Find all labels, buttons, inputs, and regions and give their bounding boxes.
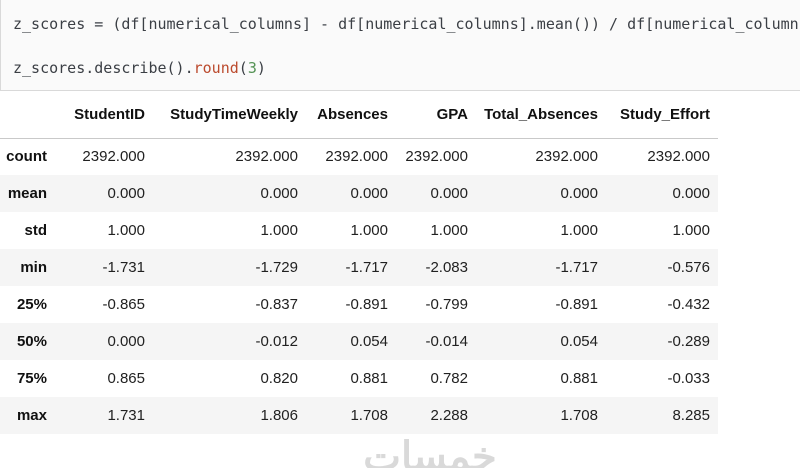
table-cell: -0.891 [345, 296, 388, 313]
table-cell: -2.083 [425, 259, 468, 276]
index-header [0, 92, 55, 139]
code-line: z_scores = (df[numerical_columns] - df[n… [1, 0, 800, 46]
table-cell: 0.000 [260, 185, 298, 202]
table-cell: -1.729 [255, 259, 298, 276]
table-cell: 0.000 [672, 185, 710, 202]
row-index: 75% [16, 370, 47, 387]
table-cell: 2392.000 [535, 148, 598, 166]
row-index: min [20, 259, 47, 276]
table-cell: -1.731 [102, 259, 145, 276]
table-cell: 2392.000 [405, 148, 468, 166]
table-cell: 2392.000 [325, 148, 388, 166]
table-cell: 0.782 [430, 370, 468, 387]
table-row: mean 0.000 0.000 0.000 0.000 0.000 0.000 [0, 175, 718, 212]
table-cell: 0.000 [560, 185, 598, 202]
table-cell: 0.820 [260, 370, 298, 387]
column-header: Total_Absences [476, 92, 606, 139]
table-cell: 0.881 [350, 370, 388, 387]
code-lines: z_scores = (df[numerical_columns] - df[n… [1, 0, 800, 90]
code-cell[interactable]: z_scores = (df[numerical_columns] - df[n… [0, 0, 800, 91]
table-cell: -0.432 [667, 296, 710, 313]
table-cell: 8.285 [672, 407, 710, 424]
code-token-default: z_scores = (df[numerical_columns] - df[n… [13, 15, 800, 33]
table-cell: -0.837 [255, 296, 298, 313]
table-row: 50% 0.000 -0.012 0.054 -0.014 0.054 -0.289 [0, 323, 718, 360]
table-cell: -0.891 [555, 296, 598, 313]
table-cell: 0.000 [107, 185, 145, 202]
table-cell: 2.288 [430, 407, 468, 424]
table-row: 75% 0.865 0.820 0.881 0.782 0.881 -0.033 [0, 360, 718, 397]
row-index: mean [7, 185, 47, 202]
column-header: Study_Effort [606, 92, 718, 139]
table-cell: 1.708 [350, 407, 388, 424]
table-cell: 2392.000 [235, 148, 298, 166]
row-index: count [6, 148, 47, 166]
table-cell: 2392.000 [82, 148, 145, 166]
table-cell: 1.000 [260, 222, 298, 239]
table-header-row: StudentID StudyTimeWeekly Absences GPA Total… [0, 92, 718, 139]
table-cell: 1.731 [107, 407, 145, 424]
table-cell: -0.014 [425, 333, 468, 350]
table-cell: -0.865 [102, 296, 145, 313]
table-cell: 0.865 [107, 370, 145, 387]
table-cell: -1.717 [555, 259, 598, 276]
row-index: max [16, 407, 47, 424]
table-cell: 0.054 [560, 333, 598, 350]
table-cell: 1.806 [260, 407, 298, 424]
table-cell: 0.000 [430, 185, 468, 202]
row-index: 50% [16, 333, 47, 350]
table-row: max 1.731 1.806 1.708 2.288 1.708 8.285 [0, 397, 718, 434]
column-header: StudyTimeWeekly [153, 92, 306, 139]
column-header: Absences [306, 92, 396, 139]
code-line: z_scores.describe().round(3) [1, 46, 800, 90]
table-cell: -0.033 [667, 370, 710, 387]
column-header: GPA [396, 92, 476, 139]
table-cell: -1.717 [345, 259, 388, 276]
table-cell: 2392.000 [647, 148, 710, 166]
table-cell: -0.576 [667, 259, 710, 276]
table-cell: 1.000 [560, 222, 598, 239]
code-token-default: z_scores.describe(). [13, 59, 194, 77]
table-row: min -1.731 -1.729 -1.717 -2.083 -1.717 -0.576 [0, 249, 718, 286]
code-token-function: round [193, 59, 239, 77]
describe-table: StudentID StudyTimeWeekly Absences GPA Total… [0, 92, 718, 434]
code-token-number: 3 [247, 59, 257, 77]
table-cell: 1.000 [672, 222, 710, 239]
table-row: 25% -0.865 -0.837 -0.891 -0.799 -0.891 -0.432 [0, 286, 718, 323]
table-row: std 1.000 1.000 1.000 1.000 1.000 1.000 [0, 212, 718, 249]
table-cell: 1.000 [107, 222, 145, 239]
table-cell: 1.000 [430, 222, 468, 239]
code-token-default: ) [256, 59, 266, 77]
table-row: count 2392.000 2392.000 2392.000 2392.000 239… [0, 138, 718, 175]
table-cell: 1.708 [560, 407, 598, 424]
table-cell: -0.012 [255, 333, 298, 350]
table-cell: -0.289 [667, 333, 710, 350]
row-index: std [24, 222, 48, 239]
table-cell: 1.000 [350, 222, 388, 239]
watermark: خمسات [363, 435, 497, 468]
code-token-default: ( [238, 59, 248, 77]
table-cell: -0.799 [425, 296, 468, 313]
row-index: 25% [16, 296, 47, 313]
table-cell: 0.054 [350, 333, 388, 350]
table-cell: 0.000 [107, 333, 145, 350]
column-header: StudentID [55, 92, 153, 139]
table-cell: 0.000 [350, 185, 388, 202]
dataframe-output: StudentID StudyTimeWeekly Absences GPA Total… [0, 92, 800, 434]
table-cell: 0.881 [560, 370, 598, 387]
